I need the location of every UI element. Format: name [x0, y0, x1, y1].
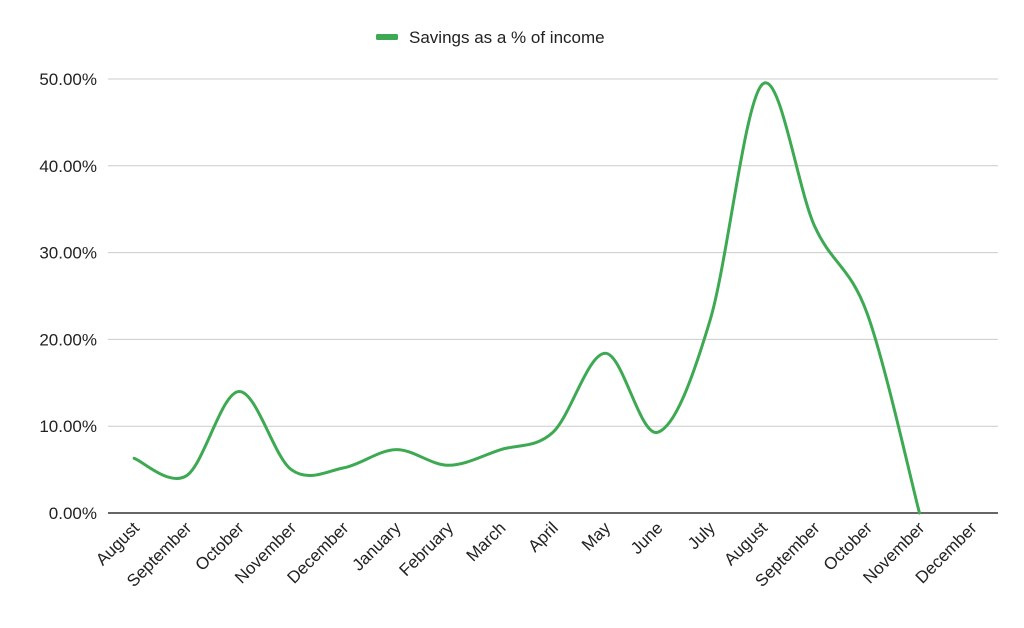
- x-tick-label: February: [396, 518, 458, 580]
- x-tick-label: June: [627, 518, 667, 558]
- legend-label: Savings as a % of income: [409, 28, 605, 47]
- y-axis-tick-labels: 0.00% 10.00% 20.00% 30.00% 40.00% 50.00%: [39, 70, 97, 523]
- y-tick-label: 40.00%: [39, 157, 97, 176]
- y-tick-label: 20.00%: [39, 330, 97, 349]
- y-tick-label: 50.00%: [39, 70, 97, 89]
- x-tick-label: July: [684, 518, 719, 553]
- y-tick-label: 0.00%: [49, 504, 97, 523]
- x-tick-label: May: [578, 518, 614, 554]
- series-line: [132, 81, 921, 515]
- x-tick-label: August: [720, 518, 771, 569]
- x-tick-label: April: [524, 518, 561, 555]
- gridlines: [108, 78, 998, 514]
- legend-swatch: [376, 34, 398, 40]
- y-tick-label: 30.00%: [39, 244, 97, 263]
- x-tick-label: August: [92, 518, 143, 569]
- legend: Savings as a % of income: [376, 28, 605, 47]
- x-axis-tick-labels: AugustSeptemberOctoberNovemberDecemberJa…: [92, 518, 981, 591]
- series-lines: [132, 81, 921, 515]
- x-tick-label: March: [463, 518, 510, 565]
- y-tick-label: 10.00%: [39, 417, 97, 436]
